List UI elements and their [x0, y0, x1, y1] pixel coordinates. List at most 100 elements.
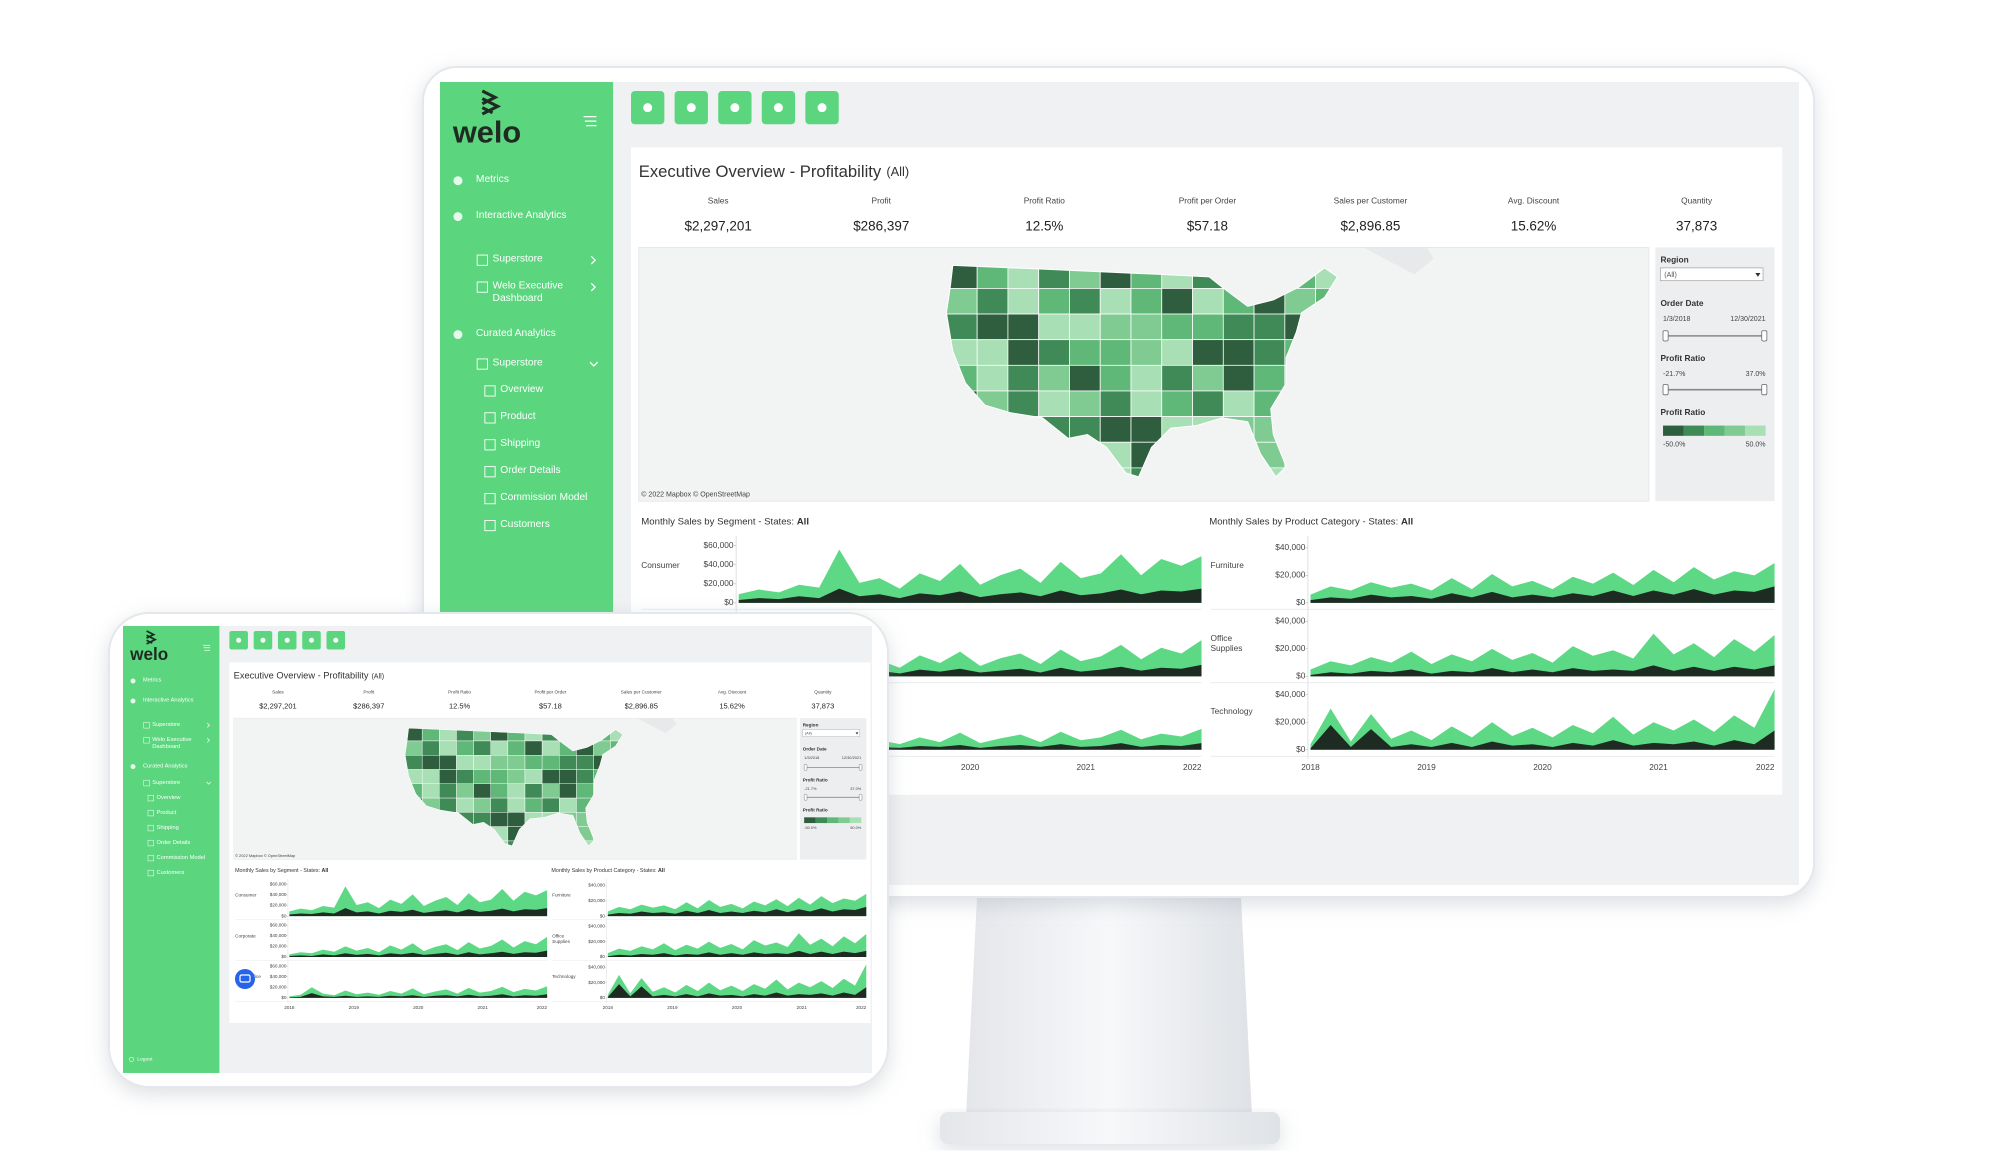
sidebar — [123, 626, 220, 1073]
map-state — [456, 769, 474, 785]
nav-item[interactable]: Superstore — [492, 252, 543, 265]
nav-item[interactable]: Superstore — [152, 778, 181, 786]
map-state — [1038, 313, 1070, 341]
nav-item-box: Curated Analytics — [142, 762, 188, 769]
nav-item[interactable]: Overview — [156, 793, 181, 801]
chat-icon — [239, 974, 251, 983]
map-state — [541, 755, 560, 770]
legend-swatch — [1745, 425, 1766, 436]
map-state — [1038, 339, 1070, 366]
row-label: Furniture — [1210, 561, 1244, 570]
map-state — [1130, 288, 1163, 315]
map-state — [456, 740, 474, 756]
nav-item[interactable]: Commission Model — [500, 490, 588, 503]
map-outline — [945, 264, 1339, 478]
legend-swatch — [827, 817, 839, 824]
nav-item-box: Shipping — [500, 437, 541, 449]
map-state — [473, 740, 491, 756]
slider-handle[interactable] — [858, 794, 863, 801]
nav-item[interactable]: Superstore — [492, 356, 543, 368]
row-label: Furniture — [552, 892, 571, 898]
legend-label: Profit Ratio — [803, 807, 828, 812]
slider-handle[interactable] — [803, 764, 808, 771]
nav-item[interactable]: Shipping — [156, 823, 179, 831]
nav-item[interactable]: Product — [156, 808, 177, 816]
nav-item[interactable]: Order Details — [156, 838, 191, 846]
map-state — [456, 783, 474, 799]
nav-item[interactable]: Curated Analytics — [475, 326, 556, 339]
filter-range-end: 37.0% — [850, 786, 862, 791]
nav-icon — [130, 678, 136, 684]
nav-icon — [453, 330, 463, 340]
x-tick-label: 2019 — [667, 1005, 678, 1010]
legend-min: -50.0% — [1663, 442, 1686, 449]
chart-title-main: Monthly Sales by Product Category - Stat… — [1209, 516, 1401, 527]
nav-icon — [476, 281, 488, 293]
toolbar-icon — [730, 103, 740, 113]
x-tick-label: 2022 — [537, 1005, 548, 1010]
kpi-label: Sales — [272, 690, 284, 695]
nav-item[interactable]: Metrics — [142, 676, 162, 684]
nav-item[interactable]: Welo Executive Dashboard — [492, 279, 564, 305]
nav-item[interactable]: Interactive Analytics — [142, 696, 194, 704]
y-tick-label: $40,000 — [588, 883, 605, 888]
nav-item[interactable]: Shipping — [500, 437, 541, 449]
nav-item[interactable]: Superstore — [152, 720, 181, 728]
row-label: Corporate — [235, 933, 256, 939]
x-tick-label: 2018 — [603, 1005, 614, 1010]
nav-item[interactable]: Commission Model — [156, 853, 206, 861]
map-land — [927, 247, 1434, 275]
nav-item-box: Customers — [156, 868, 185, 876]
kpi-value: 15.62% — [1511, 218, 1557, 233]
monitor-base — [940, 1112, 1280, 1144]
kpi-value: $2,297,201 — [685, 218, 752, 233]
y-tick-label: $0 — [281, 913, 287, 918]
x-tick-label: 2022 — [1183, 762, 1202, 772]
map-state — [405, 740, 423, 756]
nav-item[interactable]: Product — [500, 410, 536, 422]
nav-item-box: Welo Executive Dashboard — [492, 279, 564, 305]
logout[interactable]: Logout — [137, 1057, 153, 1063]
nav-item[interactable]: Curated Analytics — [142, 762, 188, 769]
y-tick-label: $0 — [600, 913, 606, 918]
row-label: Technology — [552, 974, 576, 980]
slider-handle[interactable] — [858, 764, 863, 771]
dropdown-arrow — [1755, 273, 1761, 277]
y-tick-label: $60,000 — [270, 963, 287, 968]
kpi-label: Avg. Discount — [1508, 195, 1560, 205]
map-state — [976, 339, 1009, 366]
y-tick-label: $20,000 — [270, 944, 287, 949]
nav-icon — [476, 358, 488, 370]
slider-handle[interactable] — [1662, 330, 1669, 342]
nav-item[interactable]: Customers — [156, 868, 185, 876]
chat-button[interactable] — [235, 969, 255, 989]
toolbar-icon — [308, 637, 314, 643]
nav-item-box: Superstore — [492, 252, 543, 265]
region-dropdown[interactable] — [802, 729, 861, 737]
slider-handle[interactable] — [803, 794, 808, 801]
filter-range-start: 1/3/2018 — [804, 755, 819, 760]
map-state — [1192, 339, 1224, 366]
tablet-dashboard: welo Metrics Interactive Analytics Supersto… — [123, 626, 872, 1073]
logout-icon — [129, 1056, 134, 1062]
nav-item[interactable]: Order Details — [500, 464, 561, 476]
nav-item[interactable]: Overview — [500, 383, 544, 395]
slider-handle[interactable] — [1662, 384, 1669, 396]
map-state — [559, 755, 577, 770]
slider-handle[interactable] — [1761, 384, 1768, 396]
nav-item[interactable]: Interactive Analytics — [475, 208, 567, 221]
nav-item[interactable]: Customers — [500, 517, 550, 530]
nav-item[interactable]: Metrics — [475, 173, 509, 185]
filter-label: Order Date — [803, 747, 827, 752]
filter-label: Profit Ratio — [1660, 353, 1705, 363]
map-state — [1099, 339, 1132, 366]
region-dropdown[interactable] — [1660, 267, 1764, 282]
logo-text: welo — [452, 115, 521, 150]
nav-item[interactable]: Welo Executive Dashboard — [152, 735, 192, 750]
map-state — [473, 783, 491, 799]
dashboard-title-main: Executive Overview - Profitability — [639, 162, 882, 181]
x-tick-label: 2020 — [961, 762, 980, 772]
slider-handle[interactable] — [1761, 330, 1768, 342]
legend-swatch — [804, 817, 816, 824]
x-tick-label: 2020 — [413, 1005, 424, 1010]
